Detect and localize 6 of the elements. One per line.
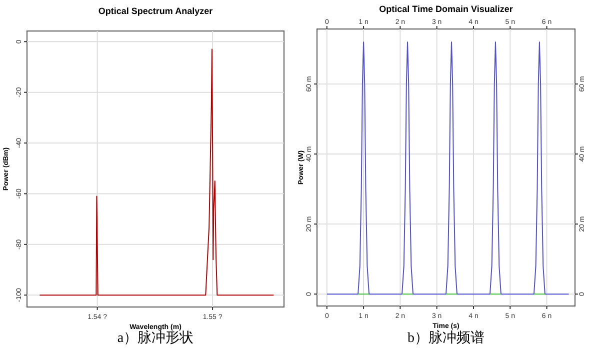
chart-title: Optical Time Domain Visualizer: [379, 4, 514, 14]
line-series: [326, 41, 570, 295]
text: a）脉冲形状: [117, 330, 194, 346]
text: b）脉冲频谱: [408, 330, 484, 346]
chart-title: Optical Spectrum Analyzer: [98, 6, 214, 16]
line-series: [39, 48, 274, 296]
